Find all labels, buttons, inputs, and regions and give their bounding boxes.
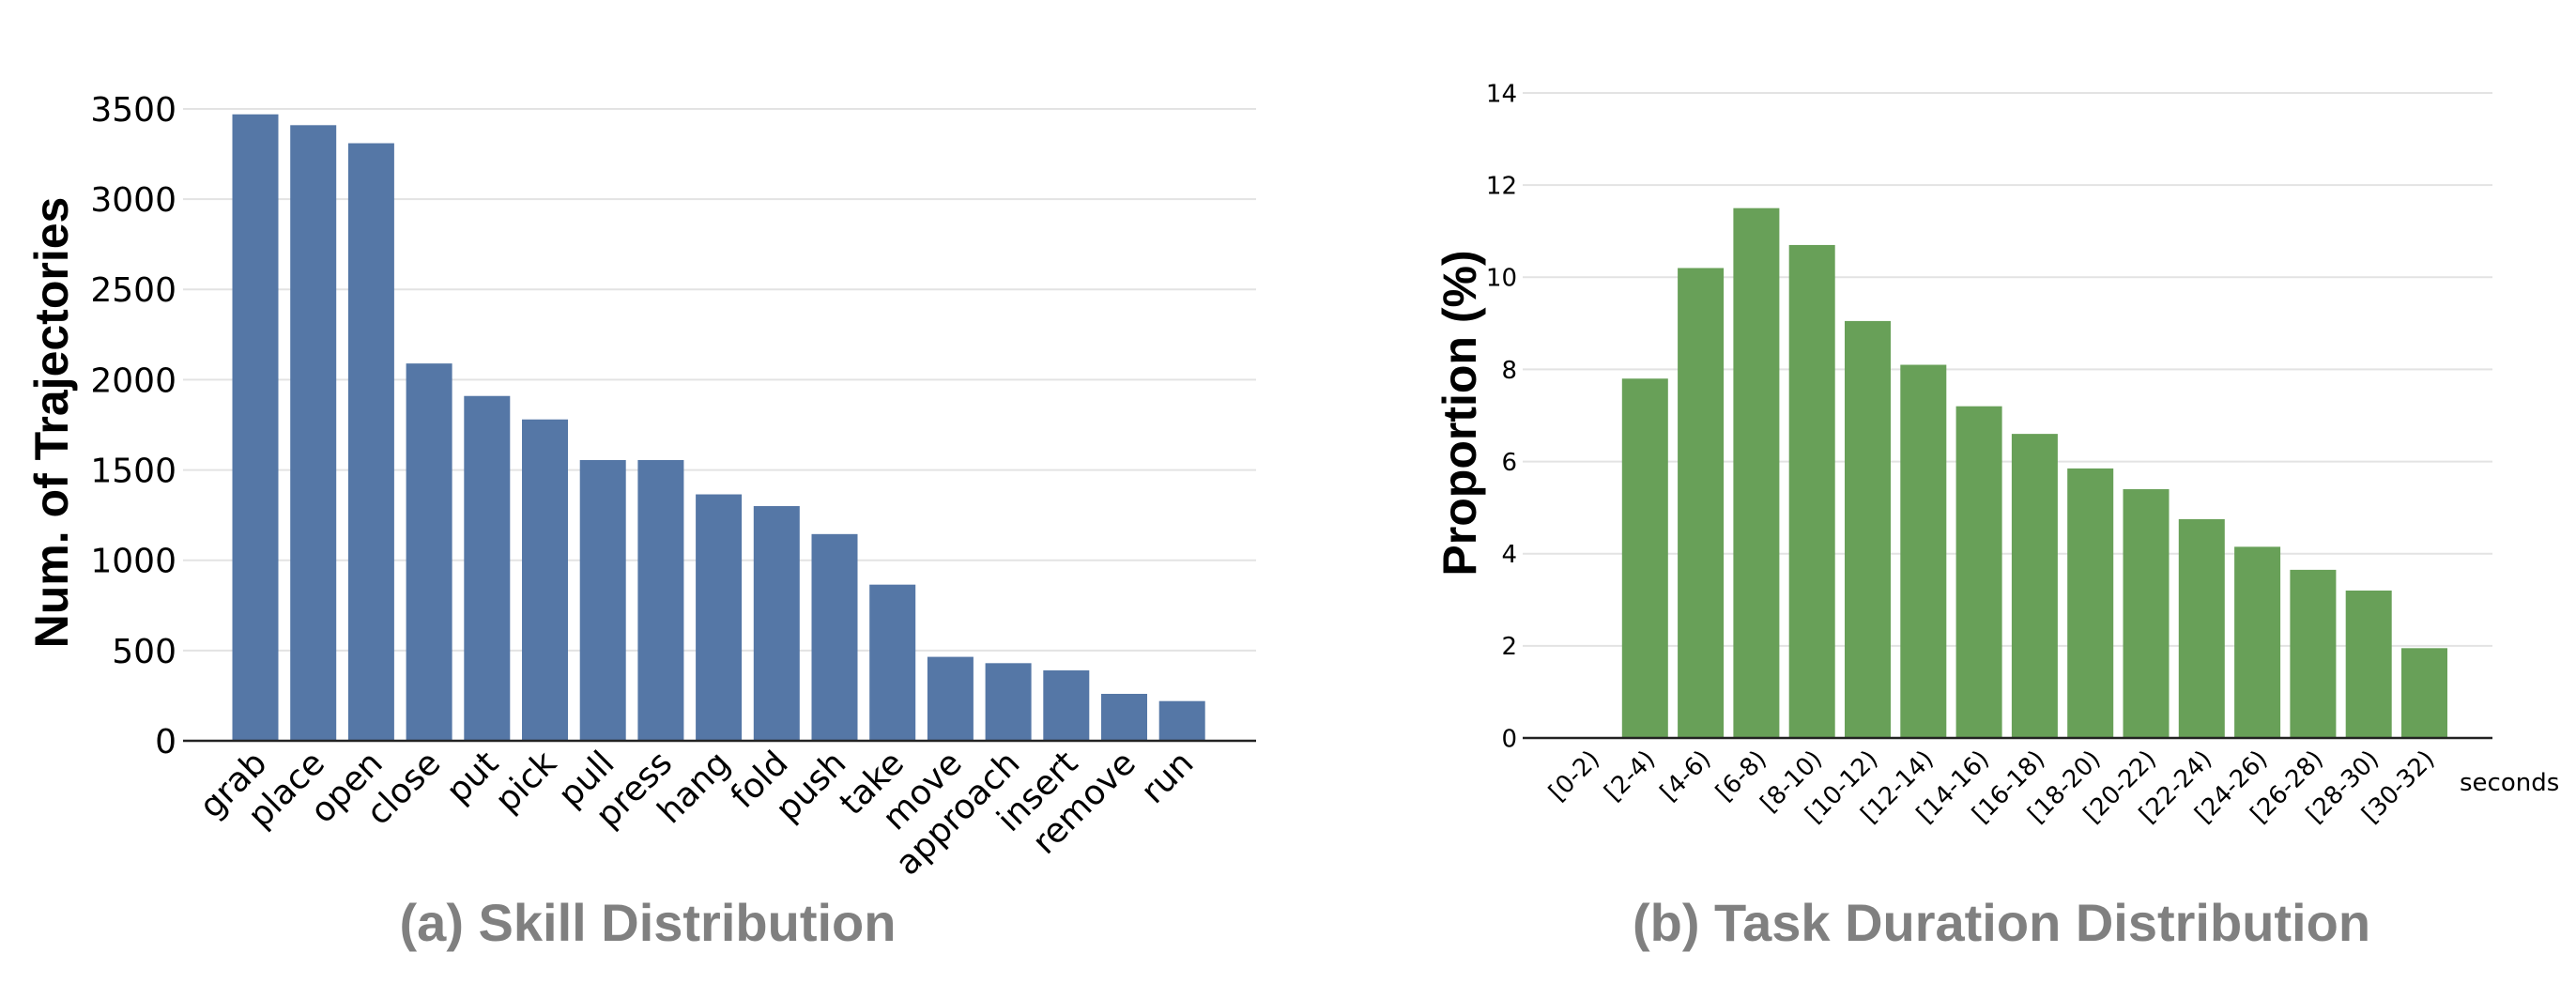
a-bar-4 [464,395,511,741]
a-bar-16 [1158,700,1205,741]
b-bar-11 [2178,518,2225,738]
b-y-tick-label: 8 [1501,357,1517,385]
a-y-tick-label: 2500 [90,271,176,310]
a-y-tick-label: 0 [155,723,176,761]
b-bar-9 [2067,468,2114,738]
a-bar-0 [232,114,279,742]
a-bar-3 [406,363,452,741]
a-bar-10 [811,533,858,741]
b-y-tick-label: 4 [1501,541,1517,569]
b-y-tick-label: 10 [1486,265,1517,293]
skill-chart-x-tick-labels: grabplaceopencloseputpickpullpresshangfo… [192,744,1202,883]
a-bar-2 [347,143,394,741]
b-bar-2 [1678,268,1725,738]
b-bar-14 [2345,590,2392,738]
duration-distribution-chart: 0 2 4 6 8 10 12 14 [0-2)[2-4)[4-6)[6-8)[8-10)[1… [1434,80,2559,952]
b-bar-12 [2234,546,2281,738]
b-bar-15 [2401,648,2447,738]
duration-chart-bars [1621,207,2447,739]
a-y-tick-label: 1500 [90,453,176,491]
a-bar-7 [637,459,684,741]
a-x-tick-label: run [1134,744,1202,811]
a-y-tick-label: 500 [112,633,176,671]
a-bar-14 [1043,670,1090,741]
duration-chart-gridlines [1523,92,2492,647]
a-y-tick-label: 3000 [90,181,176,220]
b-y-tick-label: 12 [1486,173,1517,201]
duration-chart-x-axis-label: seconds [2460,769,2559,797]
b-x-tick-label: [0-2) [1543,745,1605,807]
b-bar-1 [1621,378,1668,738]
a-bar-1 [290,125,337,741]
skill-chart-bars [232,114,1205,742]
a-y-tick-label: 3500 [90,91,176,130]
b-x-tick-label: [4-6) [1655,745,1717,807]
duration-chart-caption: (b) Task Duration Distribution [1633,893,2370,952]
a-bar-8 [696,494,743,741]
a-x-tick-label: pick [488,744,564,820]
duration-chart-y-axis-label: Proportion (%) [1434,250,1486,576]
b-bar-13 [2290,569,2337,738]
b-y-tick-label: 6 [1501,449,1517,477]
b-bar-6 [1900,364,1947,738]
b-bar-10 [2123,489,2170,738]
a-bar-6 [579,459,626,741]
a-bar-15 [1101,694,1147,741]
b-y-tick-label: 2 [1501,633,1517,661]
b-bar-3 [1733,207,1780,738]
b-bar-8 [2011,434,2058,738]
b-bar-7 [1955,406,2002,738]
a-bar-9 [753,506,800,741]
b-x-tick-label: [2-4) [1600,745,1662,807]
duration-chart-y-tick-labels: 0 2 4 6 8 10 12 14 [1486,80,1517,753]
a-bar-5 [522,419,568,741]
skill-chart-y-axis-label: Num. of Trajectories [25,197,78,649]
duration-chart-x-tick-labels: [0-2)[2-4)[4-6)[6-8)[8-10)[10-12)[12-14)… [1543,745,2440,829]
b-y-tick-label: 14 [1486,80,1517,108]
skill-chart-y-tick-labels: 0 500 1000 1500 2000 2500 3000 3500 [90,91,176,761]
a-y-tick-label: 2000 [90,361,176,400]
skill-distribution-chart: 0 500 1000 1500 2000 2500 3000 3500 grabplaceop… [25,91,1256,952]
a-y-tick-label: 1000 [90,543,176,581]
b-bar-5 [1845,320,1891,738]
a-bar-12 [927,656,974,741]
a-bar-11 [869,584,916,741]
b-bar-4 [1788,244,1835,739]
b-y-tick-label: 0 [1501,725,1517,753]
a-bar-13 [985,663,1032,741]
skill-chart-caption: (a) Skill Distribution [400,893,897,952]
